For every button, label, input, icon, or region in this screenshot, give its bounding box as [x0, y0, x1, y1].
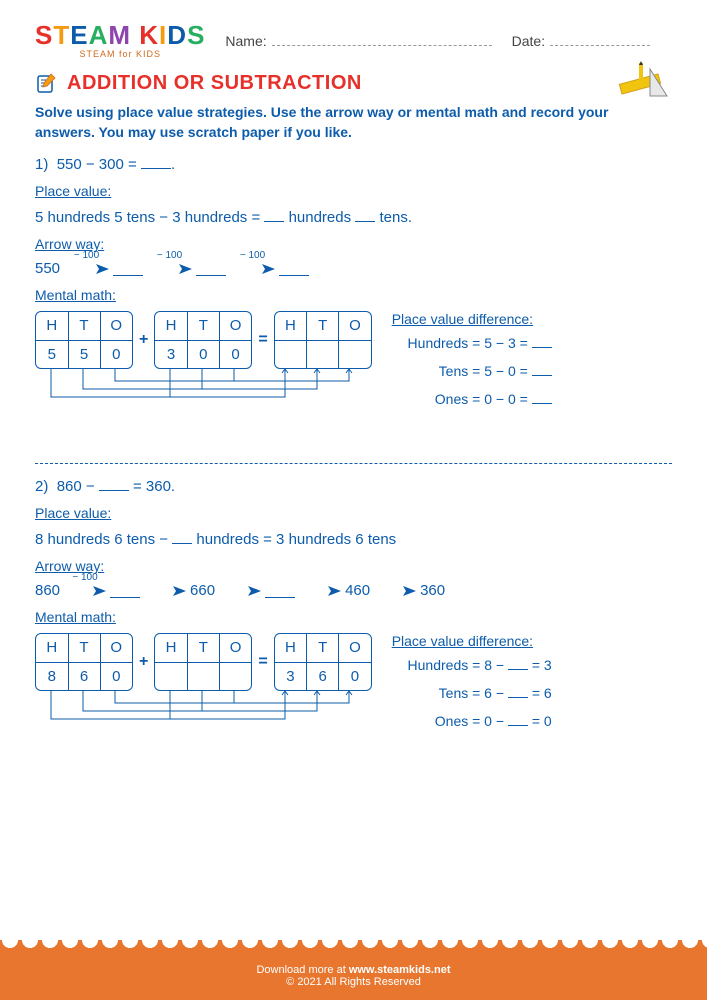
logo-text: STEAM KIDS: [35, 20, 205, 51]
plus-sign: +: [139, 653, 148, 671]
q1-pv-diff: Place value difference: Hundreds = 5 − 3…: [392, 311, 572, 417]
q1-pv-line: 5 hundreds 5 tens − 3 hundreds = hundred…: [35, 207, 672, 226]
q1-arrow-label: Arrow way:: [35, 236, 672, 252]
q1-mm-label: Mental math:: [35, 287, 672, 303]
hto-table-2: HTO300: [154, 311, 252, 369]
q2-pv-line: 8 hundreds 6 tens − hundreds = 3 hundred…: [35, 529, 672, 548]
connector-lines: [35, 691, 375, 731]
q2-pv-diff: Place value difference: Hundreds = 8 − =…: [392, 633, 572, 739]
q2-mm-label: Mental math:: [35, 609, 672, 625]
name-input-line[interactable]: [272, 30, 492, 46]
scallop-border: [0, 940, 707, 956]
q1-mm-row: HTO550 + HTO300 = HTO Place value differ…: [35, 311, 672, 417]
q1-arrow-row: 550 − 100 − 100 − 100: [35, 260, 672, 277]
instructions: Solve using place value strategies. Use …: [35, 103, 672, 142]
arrow-icon: − 100: [64, 262, 109, 276]
date-field[interactable]: Date:: [512, 30, 650, 49]
q2-hto-group: HTO860 + HTO = HTO360: [35, 633, 372, 691]
footer: Download more at www.steamkids.net © 202…: [0, 940, 707, 1000]
q2-arrow-row: 860 − 100 660 460 360: [35, 582, 672, 599]
plus-sign: +: [139, 331, 148, 349]
header: STEAM KIDS STEAM for KIDS Name: Date:: [35, 20, 672, 59]
copyright: © 2021 All Rights Reserved: [0, 976, 707, 988]
hto-table-1: HTO860: [35, 633, 133, 691]
hto-table-3: HTO360: [274, 633, 372, 691]
title-row: ADDITION OR SUBTRACTION: [35, 71, 672, 95]
equals-sign: =: [258, 653, 267, 671]
connector-lines: [35, 369, 375, 409]
name-field[interactable]: Name:: [225, 30, 491, 49]
date-input-line[interactable]: [550, 30, 650, 46]
q1-hto-group: HTO550 + HTO300 = HTO: [35, 311, 372, 369]
ruler-icon: [612, 61, 672, 106]
divider: [35, 463, 672, 464]
q1-answer-blank[interactable]: [141, 154, 171, 169]
arrow-icon: − 100: [64, 584, 106, 598]
hto-table-2: HTO: [154, 633, 252, 691]
date-label: Date:: [512, 33, 545, 49]
logo-subtitle: STEAM for KIDS: [79, 49, 161, 59]
page-title: ADDITION OR SUBTRACTION: [67, 72, 362, 95]
q2-pv-label: Place value:: [35, 505, 672, 521]
hto-table-3: HTO: [274, 311, 372, 369]
q1-pv-label: Place value:: [35, 183, 672, 199]
equals-sign: =: [258, 331, 267, 349]
logo: STEAM KIDS STEAM for KIDS: [35, 20, 205, 59]
q1-equation: 1) 550 − 300 = .: [35, 154, 672, 173]
arrow-icon: [374, 584, 416, 598]
q2-equation: 2) 860 − = 360.: [35, 476, 672, 495]
footer-link[interactable]: www.steamkids.net: [349, 964, 451, 976]
q2-blank[interactable]: [99, 476, 129, 491]
arrow-icon: − 100: [230, 262, 275, 276]
q2-mm-row: HTO860 + HTO = HTO360 Place value differ…: [35, 633, 672, 739]
arrow-icon: [144, 584, 186, 598]
arrow-icon: [299, 584, 341, 598]
arrow-icon: [219, 584, 261, 598]
q2-arrow-label: Arrow way:: [35, 558, 672, 574]
arrow-icon: − 100: [147, 262, 192, 276]
notepad-icon: [35, 71, 59, 95]
footer-bar: Download more at www.steamkids.net © 202…: [0, 956, 707, 1000]
name-label: Name:: [225, 33, 266, 49]
hto-table-1: HTO550: [35, 311, 133, 369]
